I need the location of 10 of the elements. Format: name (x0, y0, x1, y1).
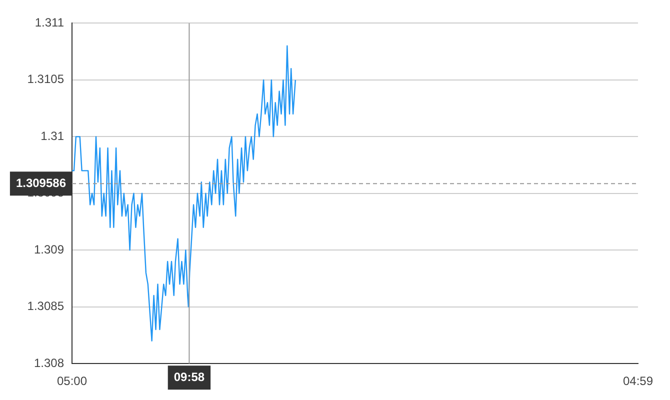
y-tick-label: 1.309 (34, 242, 64, 256)
x-tick-label: 05:00 (56, 374, 88, 388)
y-tick-label: 1.3085 (27, 299, 64, 314)
ref-line-label: 09:58 (174, 370, 205, 384)
y-tick-label: 1.31 (40, 128, 64, 143)
x-tick-label: 04:59 (622, 374, 654, 388)
y-tick-label: 1.3105 (27, 72, 64, 86)
y-tick-label: 1.308 (34, 356, 64, 370)
ref-line-label: 1.309586 (16, 176, 66, 190)
y-tick-label: 1.311 (34, 16, 64, 30)
